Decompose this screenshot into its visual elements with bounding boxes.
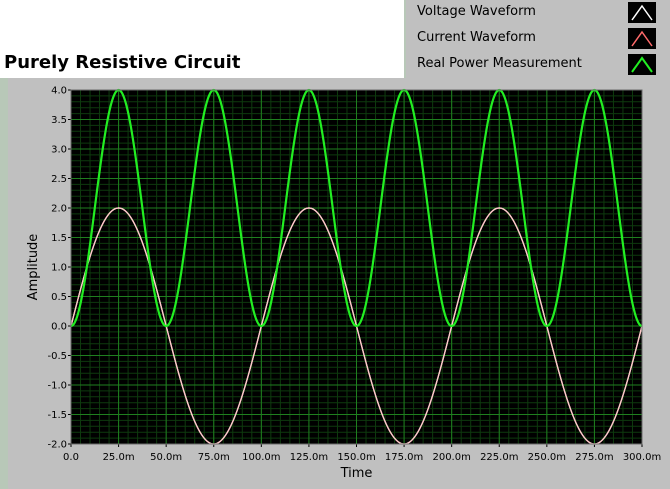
current-line-icon[interactable] [628,28,656,49]
x-axis-label: Time [340,466,373,481]
x-tick-label: 100.0m [242,452,280,463]
y-tick-label: 0.0 [51,322,67,333]
y-tick-label: -1.5 [47,410,67,421]
y-tick-label: -0.5 [47,351,67,362]
legend-label-power: Real Power Measurement [417,56,582,71]
y-tick-label: 3.5 [51,115,67,126]
y-tick-label: 2.5 [51,174,67,185]
legend-label-current: Current Waveform [417,30,536,45]
x-tick-label: 0.0 [63,452,79,463]
legend-item-power[interactable]: Real Power Measurement [406,52,670,78]
power-line-icon[interactable] [628,54,656,75]
x-tick-label: 125.0m [290,452,328,463]
power-series-line [70,88,643,328]
plot-border [70,89,643,445]
x-tick-label: 225.0m [480,452,518,463]
x-tick-label: 275.0m [575,452,613,463]
y-axis-label: Amplitude [26,234,41,301]
legend-label-voltage: Voltage Waveform [417,4,536,19]
x-tick-label: 175.0m [385,452,423,463]
x-tick-label: 250.0m [528,452,566,463]
x-tick-label: 25.0m [103,452,135,463]
y-tick-label: 3.0 [51,145,67,156]
y-tick-label: 0.5 [51,292,67,303]
x-tick-label: 50.0m [150,452,182,463]
y-tick-label: 1.5 [51,233,67,244]
legend-item-voltage[interactable]: Voltage Waveform [406,0,670,26]
waveform-chart[interactable]: 4.0 3.5 3.0 2.5 2.0 1.5 1.0 0.5 0.0 -0.5 -1.0 -1.5 -… [8,78,670,489]
y-tick-label: 4.0 [51,86,67,97]
plot-legend: Voltage Waveform Current Waveform Real P… [404,0,670,78]
voltage-line-icon[interactable] [628,2,656,23]
y-tick-label: -1.0 [47,381,67,392]
x-tick-label: 150.0m [337,452,375,463]
legend-item-current[interactable]: Current Waveform [406,26,670,52]
y-tick-label: -2.0 [47,440,67,451]
x-tick-label: 75.0m [198,452,230,463]
x-tick-label: 200.0m [432,452,470,463]
y-tick-label: 1.0 [51,263,67,274]
x-tick-label: 300.0m [623,452,661,463]
chart-title: Purely Resistive Circuit [4,52,241,73]
y-tick-label: 2.0 [51,204,67,215]
graph-frame: 4.0 3.5 3.0 2.5 2.0 1.5 1.0 0.5 0.0 -0.5 -1.0 -1.5 -… [0,78,670,489]
